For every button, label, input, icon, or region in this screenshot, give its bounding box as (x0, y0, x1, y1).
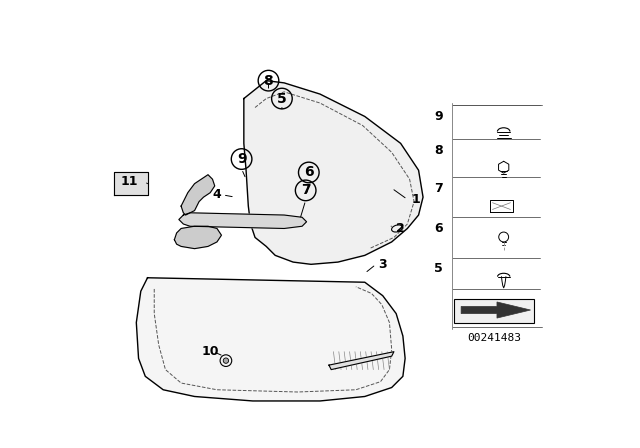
Polygon shape (179, 213, 307, 228)
Polygon shape (181, 175, 215, 215)
Text: 11: 11 (121, 175, 138, 188)
Text: 8: 8 (264, 73, 273, 88)
Polygon shape (329, 352, 394, 370)
Text: 5: 5 (435, 262, 443, 276)
Text: 9: 9 (435, 110, 443, 123)
Text: 5: 5 (277, 91, 287, 106)
Text: 00241483: 00241483 (468, 333, 522, 343)
FancyBboxPatch shape (454, 299, 534, 323)
Text: 1: 1 (412, 193, 420, 206)
Polygon shape (114, 172, 148, 195)
Text: 10: 10 (202, 345, 219, 358)
Text: 6: 6 (304, 165, 314, 180)
Polygon shape (136, 278, 405, 401)
Text: 3: 3 (378, 258, 387, 271)
Text: 2: 2 (396, 222, 405, 235)
Text: 7: 7 (301, 183, 310, 198)
Text: 9: 9 (237, 152, 246, 166)
Text: 8: 8 (435, 143, 443, 157)
Text: 7: 7 (435, 181, 443, 195)
Text: 6: 6 (435, 222, 443, 235)
Circle shape (223, 358, 228, 363)
Polygon shape (174, 226, 221, 249)
Text: 4: 4 (212, 188, 221, 202)
Polygon shape (244, 81, 423, 264)
Polygon shape (461, 302, 531, 318)
